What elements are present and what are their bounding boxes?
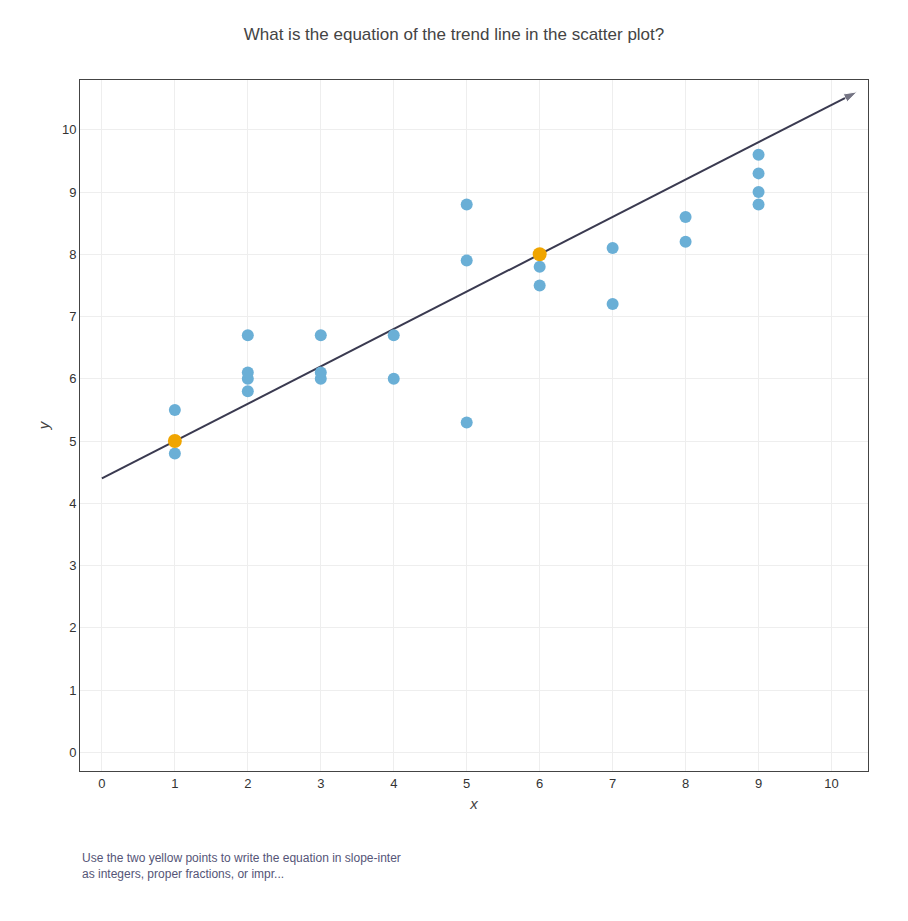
svg-text:Use the two yellow points to w: Use the two yellow points to write the e… — [82, 851, 401, 881]
svg-text:10: 10 — [62, 122, 76, 137]
svg-text:2: 2 — [244, 776, 251, 791]
svg-text:0: 0 — [98, 776, 105, 791]
svg-text:x: x — [469, 795, 478, 812]
svg-text:4: 4 — [69, 496, 76, 511]
svg-text:y: y — [35, 420, 52, 430]
svg-text:5: 5 — [463, 776, 470, 791]
svg-text:1: 1 — [69, 683, 76, 698]
svg-text:4: 4 — [390, 776, 397, 791]
svg-text:What is the equation of the tr: What is the equation of the trend line i… — [244, 25, 665, 44]
svg-text:5: 5 — [69, 434, 76, 449]
svg-text:7: 7 — [69, 309, 76, 324]
svg-text:6: 6 — [69, 371, 76, 386]
svg-text:8: 8 — [682, 776, 689, 791]
svg-text:6: 6 — [536, 776, 543, 791]
svg-text:8: 8 — [69, 247, 76, 262]
svg-text:3: 3 — [317, 776, 324, 791]
svg-text:7: 7 — [609, 776, 616, 791]
svg-text:3: 3 — [69, 558, 76, 573]
svg-text:10: 10 — [824, 776, 838, 791]
svg-text:2: 2 — [69, 620, 76, 635]
svg-text:9: 9 — [69, 185, 76, 200]
svg-text:1: 1 — [171, 776, 178, 791]
svg-text:9: 9 — [755, 776, 762, 791]
svg-text:0: 0 — [69, 745, 76, 760]
